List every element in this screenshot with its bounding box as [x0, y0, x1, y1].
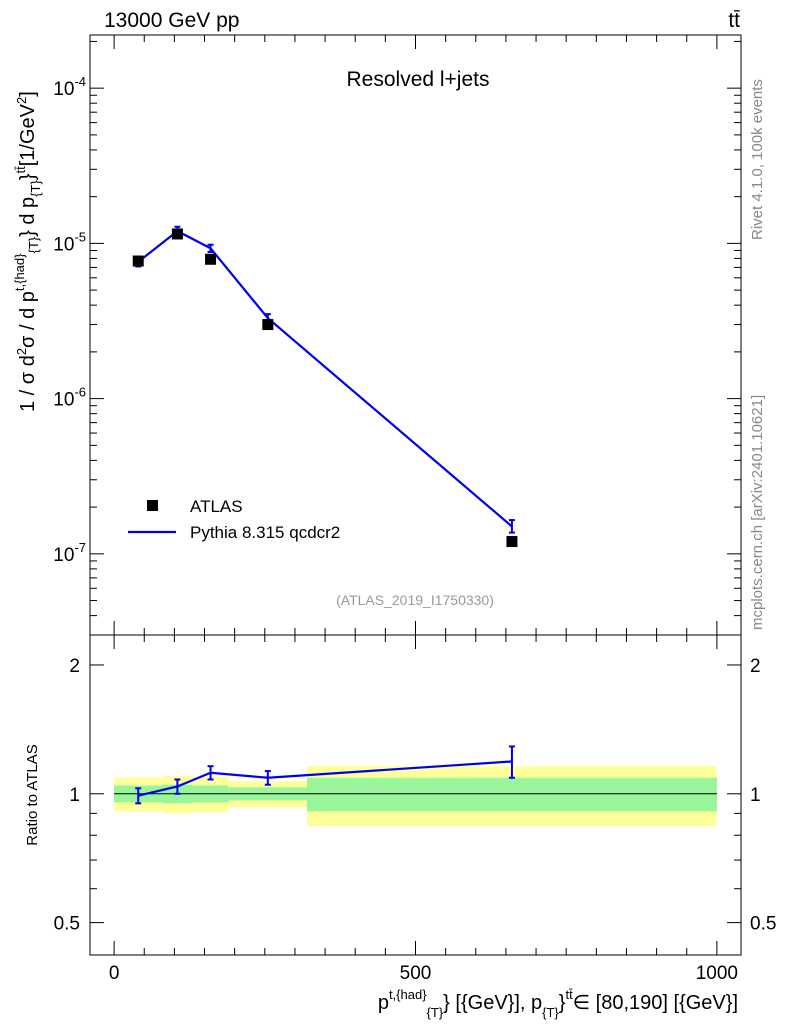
main-frame	[89, 34, 742, 636]
watermark: (ATLAS_2019_I1750330)	[336, 592, 494, 608]
x-tick-label: 1000	[696, 963, 738, 984]
chart-title: Resolved l+jets	[347, 68, 490, 91]
data-series	[132, 228, 518, 548]
ratio-y-tick-label-right: 2	[750, 656, 761, 677]
data-point	[262, 319, 274, 331]
rivet-label: Rivet 4.1.0, 100k events	[749, 79, 766, 240]
source-label: mcplots.cern.ch [arXiv:2401.10621]	[749, 395, 766, 630]
ratio-tick-labels: 0.5 0.5 1 1 2 2 0 500 1000	[54, 656, 777, 984]
band-inner	[307, 777, 717, 812]
main-axis-ticks	[90, 35, 741, 636]
data-point	[506, 536, 518, 548]
data-point	[171, 228, 183, 240]
ratio-y-tick-label: 2	[69, 656, 80, 677]
x-axis-label: pt,{had}{T}} [{GeV}], p{T}}tt̄∈ [80,190]…	[378, 987, 738, 1020]
main-y-tick-label: 10-4	[53, 74, 86, 100]
ratio-panel: 0.5 0.5 1 1 2 2 0 500 1000 Ratio to ATLAS pt,{ha…	[24, 634, 777, 1020]
x-tick-label: 500	[400, 963, 432, 984]
main-y-tick-label: 10-6	[53, 385, 86, 411]
main-panel: 10-7 10-6 10-5 10-4 Resolved l+jets (ATLAS_…	[12, 34, 742, 636]
main-tick-labels: 10-7 10-6 10-5 10-4	[53, 74, 86, 566]
ratio-frame	[89, 634, 742, 956]
x-tick-label: 0	[109, 963, 120, 984]
energy-label: 13000 GeV pp	[104, 9, 239, 32]
legend: ATLAS Pythia 8.315 qcdcr2	[128, 497, 340, 542]
mc-line	[137, 229, 513, 528]
mc-series	[135, 225, 515, 534]
legend-label-mc: Pythia 8.315 qcdcr2	[190, 523, 340, 542]
main-ylabel: 1 / σ d2σ / d pt,{had}{T}} d p{T}}tt̄[1/…	[12, 91, 43, 412]
ratio-y-tick-label-right: 0.5	[750, 914, 776, 935]
legend-label-atlas: ATLAS	[190, 497, 243, 516]
main-y-tick-label: 10-5	[53, 229, 86, 255]
ratio-y-tick-label: 0.5	[54, 914, 80, 935]
data-point	[205, 253, 217, 265]
ratio-axis-ticks	[90, 635, 741, 955]
ratio-ylabel: Ratio to ATLAS	[24, 744, 41, 845]
main-y-tick-label: 10-7	[53, 540, 86, 566]
ratio-y-tick-label-right: 1	[750, 785, 761, 806]
data-point	[132, 255, 144, 267]
ratio-mc-series	[135, 745, 515, 805]
ratio-y-tick-label: 1	[69, 785, 80, 806]
process-label: tt̄	[728, 9, 740, 32]
legend-marker-atlas	[147, 500, 158, 511]
